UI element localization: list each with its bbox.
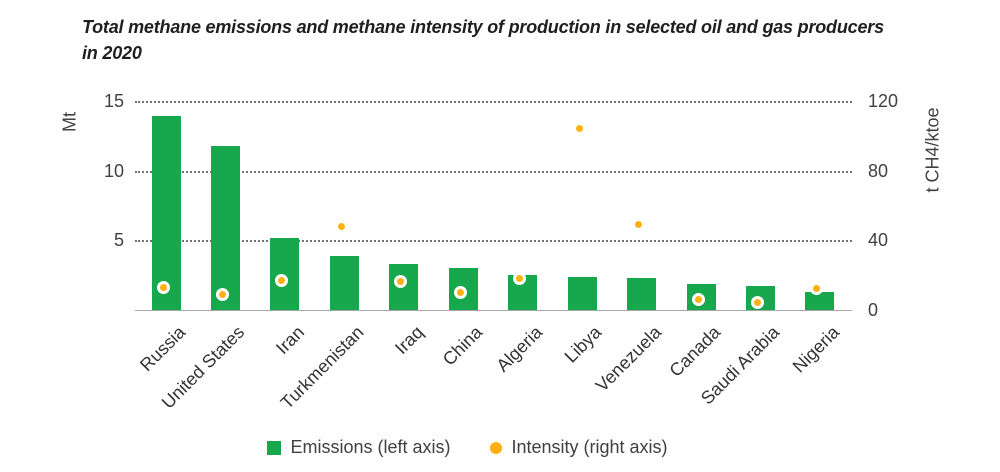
- x-label-iraq: Iraq: [390, 322, 427, 359]
- x-label-libya: Libya: [560, 322, 606, 367]
- gridline-5: [135, 240, 852, 243]
- intensity-dot-iran[interactable]: [275, 273, 289, 287]
- emissions-bar-turkmenistan[interactable]: [329, 255, 359, 310]
- right-axis-unit-label: t CH4/ktoe: [922, 107, 943, 193]
- chart-title-line1: Total methane emissions and methane inte…: [82, 17, 884, 37]
- intensity-dot-turkmenistan[interactable]: [334, 219, 348, 233]
- emissions-bar-iran[interactable]: [270, 237, 300, 310]
- left-axis-tick-10: 10: [103, 160, 124, 181]
- intensity-dot-iraq[interactable]: [394, 275, 408, 289]
- right-axis-tick-40: 40: [868, 230, 889, 251]
- legend-item-emissions[interactable]: Emissions (left axis): [267, 437, 450, 458]
- intensity-dot-russia[interactable]: [156, 280, 170, 294]
- emissions-bar-russia[interactable]: [151, 116, 181, 310]
- intensity-swatch-icon: [490, 441, 503, 454]
- emissions-bar-libya[interactable]: [567, 276, 597, 310]
- chart-title: Total methane emissions and methane inte…: [82, 14, 982, 66]
- chart-title-line2: in 2020: [82, 43, 142, 63]
- emissions-bar-venezuela[interactable]: [627, 277, 657, 310]
- gridline-10: [135, 170, 852, 173]
- intensity-dot-venezuela[interactable]: [632, 217, 646, 231]
- left-axis-tick-15: 15: [103, 91, 124, 111]
- intensity-dot-china[interactable]: [453, 285, 467, 299]
- x-label-canada: Canada: [665, 322, 725, 381]
- plot-area: [135, 101, 852, 311]
- intensity-dot-nigeria[interactable]: [810, 282, 824, 296]
- intensity-dot-united-states[interactable]: [215, 287, 229, 301]
- emissions-bar-united-states[interactable]: [210, 145, 240, 310]
- intensity-dot-saudi-arabia[interactable]: [751, 296, 764, 310]
- left-axis-tick-5: 5: [113, 230, 124, 251]
- legend-emissions-label: Emissions (left axis): [290, 437, 451, 457]
- right-axis-tick-120: 120: [868, 91, 899, 111]
- emissions-bar-nigeria[interactable]: [805, 291, 835, 310]
- x-label-russia: Russia: [136, 322, 190, 376]
- intensity-dot-libya[interactable]: [572, 122, 586, 136]
- x-label-nigeria: Nigeria: [788, 322, 844, 377]
- legend-item-intensity[interactable]: Intensity (right axis): [490, 437, 668, 458]
- intensity-dot-algeria[interactable]: [513, 271, 527, 285]
- gridline-15: [135, 101, 852, 103]
- x-label-china: China: [438, 322, 487, 370]
- left-axis-unit-label: Mt: [59, 112, 80, 132]
- x-label-iran: Iran: [271, 322, 309, 359]
- legend-intensity-label: Intensity (right axis): [511, 437, 668, 457]
- right-axis-tick-0: 0: [868, 300, 879, 320]
- x-label-algeria: Algeria: [492, 322, 546, 376]
- legend: Emissions (left axis) Intensity (right a…: [0, 437, 935, 458]
- emissions-swatch-icon: [267, 440, 282, 455]
- intensity-dot-canada[interactable]: [691, 292, 705, 306]
- right-axis-tick-80: 80: [868, 160, 889, 181]
